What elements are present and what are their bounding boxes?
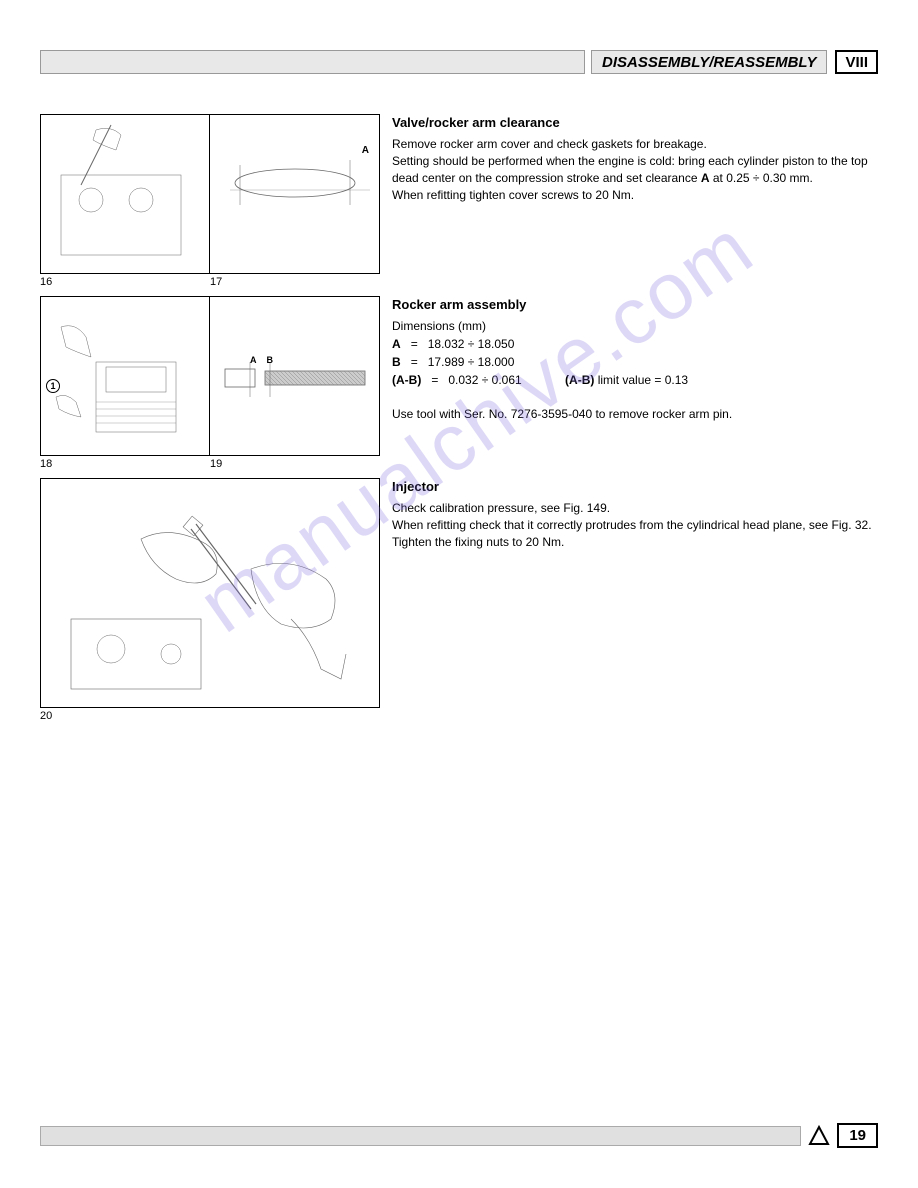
figure-18: 1 xyxy=(40,296,210,456)
figure-number-16: 16 xyxy=(40,276,210,288)
dimensions-label: Dimensions (mm) xyxy=(392,318,878,335)
dimension-b: B = 17.989 ÷ 18.000 xyxy=(392,354,878,371)
section3-line1: Check calibration pressure, see Fig. 149… xyxy=(392,500,878,517)
dimension-a: A = 18.032 ÷ 18.050 xyxy=(392,336,878,353)
section3-text: Injector Check calibration pressure, see… xyxy=(380,478,878,551)
page-number: 19 xyxy=(837,1123,878,1148)
section1-line2: Setting should be performed when the eng… xyxy=(392,153,878,187)
section2-text: Rocker arm assembly Dimensions (mm) A = … xyxy=(380,296,878,423)
figure-20-illustration xyxy=(41,479,381,709)
footer-bar: 19 xyxy=(40,1123,878,1148)
figure-group-2: 1 A B xyxy=(40,296,380,470)
figure-17: A xyxy=(210,114,380,274)
dimension-ab: (A-B) = 0.032 ÷ 0.061 (A-B) limit value … xyxy=(392,372,878,389)
footer-triangle-icon xyxy=(807,1124,831,1148)
figure-16-illustration xyxy=(41,115,211,275)
section1-text: Valve/rocker arm clearance Remove rocker… xyxy=(380,114,878,203)
section1-line3: When refitting tighten cover screws to 2… xyxy=(392,187,878,204)
diagram-labels-ab: A B xyxy=(250,355,273,365)
section-title: DISASSEMBLY/REASSEMBLY xyxy=(591,50,827,74)
section3-heading: Injector xyxy=(392,478,878,496)
header-bar: DISASSEMBLY/REASSEMBLY VIII xyxy=(40,50,878,74)
section1-line1: Remove rocker arm cover and check gasket… xyxy=(392,136,878,153)
section-rocker-assembly: 1 A B xyxy=(40,296,878,470)
section3-line2: When refitting check that it correctly p… xyxy=(392,517,878,534)
figure-group-3: 20 xyxy=(40,478,380,722)
section-valve-rocker: A 16 17 Valve/rocker arm clearance Remov… xyxy=(40,114,878,288)
figure-19-illustration xyxy=(210,297,380,457)
section2-heading: Rocker arm assembly xyxy=(392,296,878,314)
callout-1: 1 xyxy=(46,379,60,393)
section-injector: 20 Injector Check calibration pressure, … xyxy=(40,478,878,722)
section1-heading: Valve/rocker arm clearance xyxy=(392,114,878,132)
footer-spacer xyxy=(40,1126,801,1146)
figure-19: A B xyxy=(210,296,380,456)
header-spacer xyxy=(40,50,585,74)
figure-number-17: 17 xyxy=(210,276,222,288)
section3-line3: Tighten the fixing nuts to 20 Nm. xyxy=(392,534,878,551)
diagram-label-a: A xyxy=(362,145,369,156)
figure-group-1: A 16 17 xyxy=(40,114,380,288)
figure-number-19: 19 xyxy=(210,458,222,470)
figure-17-illustration xyxy=(210,115,380,275)
figure-number-18: 18 xyxy=(40,458,210,470)
chapter-number: VIII xyxy=(835,50,878,74)
figure-16 xyxy=(40,114,210,274)
figure-18-illustration xyxy=(41,297,211,457)
tool-text: Use tool with Ser. No. 7276-3595-040 to … xyxy=(392,406,878,423)
figure-20 xyxy=(40,478,380,708)
figure-number-20: 20 xyxy=(40,710,380,722)
